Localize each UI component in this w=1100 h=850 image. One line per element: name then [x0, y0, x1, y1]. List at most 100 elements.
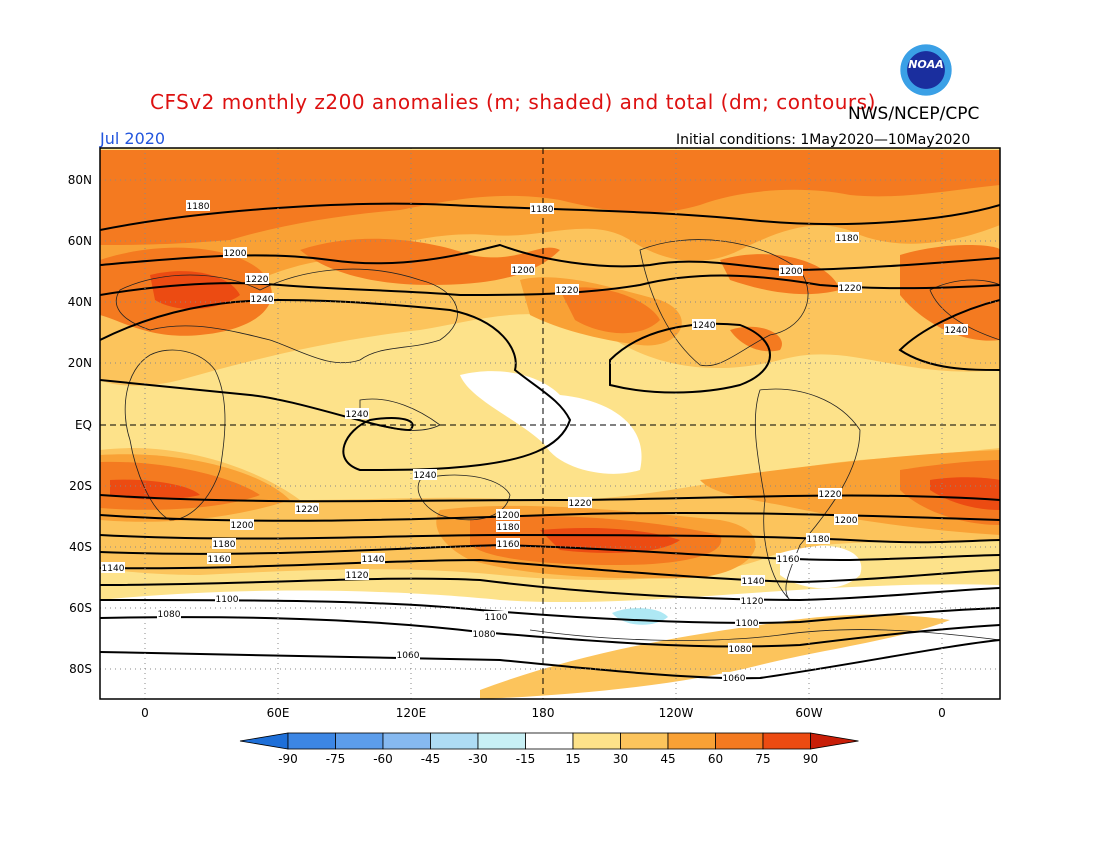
anomaly-75-south-africa	[110, 479, 200, 500]
lon-label: 120E	[396, 706, 427, 720]
contour-1180-south	[100, 533, 1000, 544]
colorbar-swatch	[430, 732, 479, 750]
contour-label: 1140	[361, 553, 385, 565]
colorbar-label: -60	[373, 752, 393, 766]
svg-text:1060: 1060	[397, 651, 420, 661]
anomaly-60-namerica	[730, 326, 782, 352]
colorbar-swatch	[620, 732, 669, 750]
svg-text:1240: 1240	[945, 326, 968, 336]
colorbar-end-low	[239, 732, 289, 750]
map-frame	[99, 147, 1001, 700]
contour-label: 1220	[818, 488, 842, 500]
contour-1100	[100, 599, 1000, 624]
svg-text:1060: 1060	[723, 674, 746, 684]
svg-text:1100: 1100	[216, 595, 239, 605]
svg-text:1220: 1220	[556, 286, 579, 296]
lon-label: 60E	[267, 706, 290, 720]
colorbar-label: -15	[516, 752, 536, 766]
colorbar-label: 45	[660, 752, 675, 766]
lat-label: 60S	[69, 601, 92, 615]
colorbar-end-high	[810, 732, 859, 750]
contour-label: 1060	[396, 649, 420, 661]
svg-text:1180: 1180	[187, 202, 210, 212]
svg-text:1200: 1200	[497, 511, 520, 521]
colorbar-swatch	[477, 732, 526, 750]
lat-label: 40S	[69, 540, 92, 554]
contour-label: 1180	[496, 521, 520, 533]
contour-label: 1220	[568, 497, 592, 509]
contour-label: 1200	[834, 514, 858, 526]
svg-text:1180: 1180	[497, 523, 520, 533]
svg-text:1220: 1220	[819, 490, 842, 500]
anomaly-60-pacific	[560, 287, 660, 334]
lat-label: 80N	[68, 173, 92, 187]
contour-label: 1180	[835, 232, 859, 244]
contour-label: 1100	[484, 611, 508, 623]
contour-label: 1180	[212, 538, 236, 550]
contour-1240-loop-america	[609, 322, 771, 394]
anomaly-60-atlantic	[900, 245, 1000, 341]
contour-label: 1200	[511, 264, 535, 276]
contour-label: 1120	[740, 595, 764, 607]
svg-text:1140: 1140	[102, 564, 125, 574]
svg-text:1160: 1160	[777, 555, 800, 565]
svg-text:1240: 1240	[414, 471, 437, 481]
contour-1060	[100, 639, 1000, 680]
svg-text:1220: 1220	[569, 499, 592, 509]
contour-1080	[100, 616, 1000, 648]
colorbar-swatch	[715, 732, 764, 750]
contour-label: 1200	[230, 519, 254, 531]
svg-text:1080: 1080	[158, 610, 181, 620]
contour-label: 1160	[496, 538, 520, 550]
svg-text:1100: 1100	[485, 613, 508, 623]
contour-label: 1240	[692, 319, 716, 331]
graticule	[100, 148, 1000, 699]
lat-label: 20N	[68, 356, 92, 370]
contour-label: 1240	[413, 469, 437, 481]
svg-text:1180: 1180	[531, 205, 554, 215]
initial-conditions-label: Initial conditions: 1May2020—10May2020	[676, 132, 971, 148]
contour-1160	[100, 543, 1000, 562]
contour-1200-north	[100, 243, 1000, 272]
lat-label: 40N	[68, 295, 92, 309]
colorbar-swatch	[525, 732, 574, 750]
colorbar-swatch	[382, 732, 431, 750]
svg-text:1200: 1200	[780, 267, 803, 277]
low-anomaly-south-band	[100, 584, 1000, 699]
svg-text:1140: 1140	[362, 555, 385, 565]
colorbar-label: 75	[755, 752, 770, 766]
anomaly-60-north	[100, 150, 1000, 245]
colorbar-label: 90	[803, 752, 818, 766]
lon-label: 60W	[795, 706, 822, 720]
svg-text:1240: 1240	[251, 295, 274, 305]
contour-label: 1180	[530, 203, 554, 215]
lon-axis: 0 60E 120E 180 120W 60W 0	[141, 706, 946, 720]
colorbar-label: 30	[613, 752, 628, 766]
colorbar-swatch	[287, 732, 336, 750]
contour-label: 1220	[295, 503, 319, 515]
lon-label: 180	[532, 706, 555, 720]
lat-label: 80S	[69, 662, 92, 676]
contour-label: 1080	[728, 643, 752, 655]
lat-axis: 80N 60N 40N 20N EQ 20S 40S 60S 80S	[68, 173, 92, 676]
contour-label: 1220	[555, 284, 579, 296]
contour-label: 1200	[223, 247, 247, 259]
svg-text:1200: 1200	[835, 516, 858, 526]
contour-label: 1220	[838, 282, 862, 294]
contour-label: 1120	[345, 569, 369, 581]
colorbar-label: 15	[565, 752, 580, 766]
contour-label: 1060	[722, 672, 746, 684]
svg-text:1220: 1220	[839, 284, 862, 294]
anomaly-75-south-atlantic	[930, 477, 1000, 510]
contour-label: 1080	[472, 628, 496, 640]
contour-label: 1240	[944, 324, 968, 336]
contour-label-group: 1180 1180 1180 1200 1200 1200 1220 1220 …	[101, 200, 968, 684]
contour-label: 1140	[741, 575, 765, 587]
anomaly-30-antarctic	[480, 614, 950, 699]
lat-label: 60N	[68, 234, 92, 248]
contour-label: 1240	[250, 293, 274, 305]
svg-text:1160: 1160	[497, 540, 520, 550]
contour-label: 1140	[101, 562, 125, 574]
lon-label: 0	[141, 706, 149, 720]
